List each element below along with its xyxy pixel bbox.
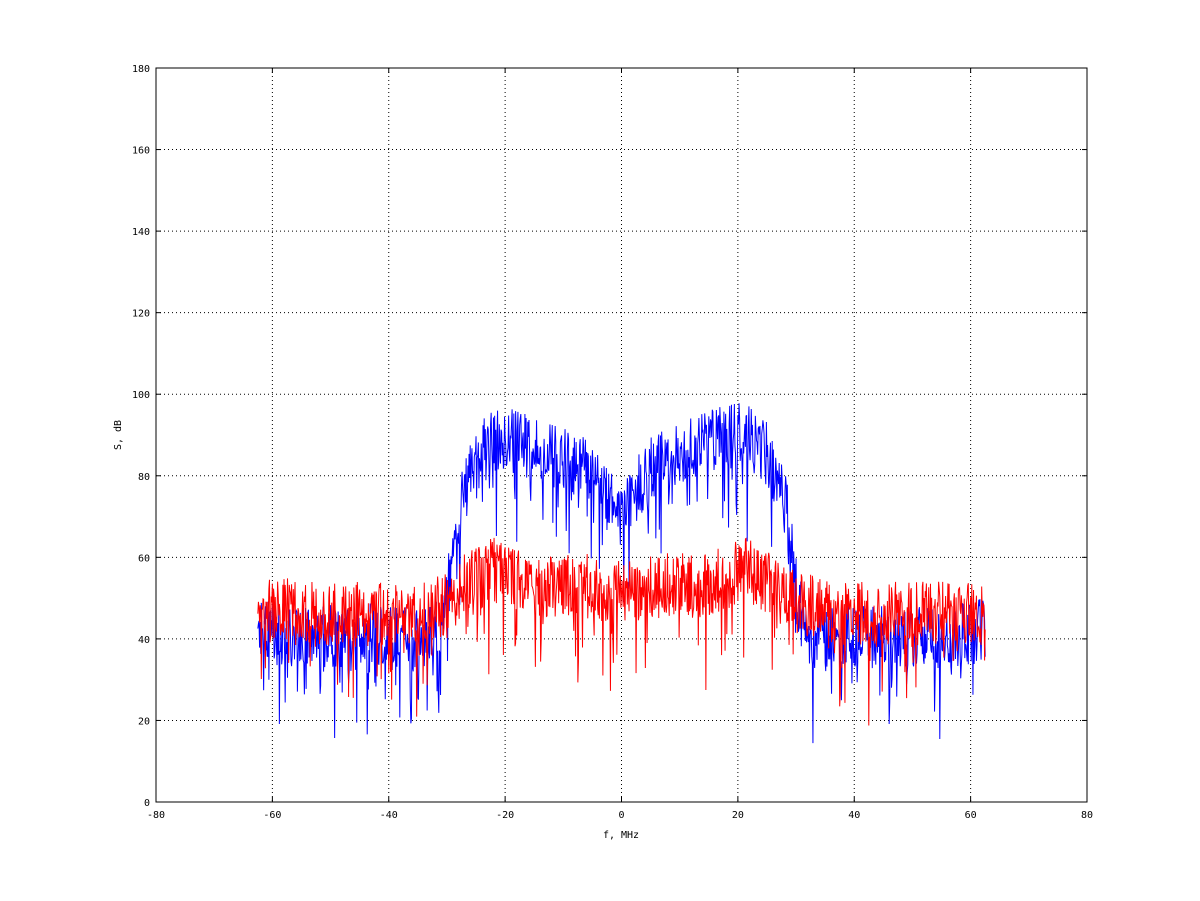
x-tick-label: 60 [965, 810, 977, 821]
x-tick-label: 20 [732, 810, 744, 821]
y-tick-label: 180 [132, 64, 150, 75]
x-tick-label: 80 [1081, 810, 1093, 821]
plot-area [156, 68, 1087, 802]
y-tick-label: 0 [144, 798, 150, 809]
y-tick-label: 40 [138, 635, 150, 646]
series-layer [257, 403, 986, 744]
x-tick-label: -40 [380, 810, 398, 821]
y-axis-label: S, dB [113, 420, 124, 450]
x-tick-labels: -80 -60 -40 -20 0 20 40 60 80 [147, 810, 1093, 821]
series-line-1 [257, 537, 986, 726]
y-tick-labels: 0 20 40 60 80 100 120 140 160 180 [132, 64, 150, 809]
x-tick-label: -60 [263, 810, 281, 821]
x-tick-label: -20 [496, 810, 514, 821]
ticks [155, 67, 1088, 803]
x-tick-label: 0 [618, 810, 624, 821]
x-tick-label: 40 [848, 810, 860, 821]
y-tick-label: 160 [132, 146, 150, 157]
y-tick-label: 100 [132, 390, 150, 401]
x-tick-label: -80 [147, 810, 165, 821]
y-tick-label: 20 [138, 716, 150, 727]
y-tick-label: 120 [132, 309, 150, 320]
y-tick-label: 80 [138, 472, 150, 483]
x-axis-label: f, MHz [603, 830, 639, 841]
series-line-0 [257, 403, 986, 744]
y-tick-label: 140 [132, 227, 150, 238]
y-tick-label: 60 [138, 553, 150, 564]
